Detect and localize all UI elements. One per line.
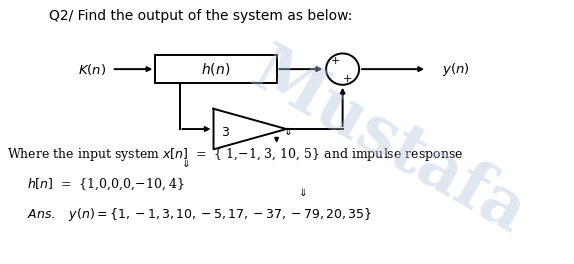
Text: Mustafa: Mustafa — [239, 38, 537, 247]
Bar — [156, 55, 277, 83]
Text: $\it{y(n)}$: $\it{y(n)}$ — [441, 61, 470, 78]
Text: $\it{h(n)}$: $\it{h(n)}$ — [201, 61, 231, 77]
Text: $\Downarrow$: $\Downarrow$ — [179, 158, 190, 169]
Text: $\it{Ans.}$   $y(n) = \{1,-1,3,10,-5,17,-37,-79,20,35\}$: $\it{Ans.}$ $y(n) = \{1,-1,3,10,-5,17,-3… — [27, 206, 372, 223]
Text: $\it{K(n)}$: $\it{K(n)}$ — [78, 62, 106, 77]
Text: +: + — [343, 74, 352, 83]
Text: Q2/ Find the output of the system as below:: Q2/ Find the output of the system as bel… — [49, 9, 352, 23]
Text: +: + — [331, 55, 340, 65]
Text: $\Downarrow$: $\Downarrow$ — [296, 187, 306, 198]
Text: $\Downarrow$: $\Downarrow$ — [281, 126, 292, 137]
Text: 3: 3 — [222, 126, 229, 139]
Circle shape — [326, 53, 359, 85]
Text: Where the input system $x[n]$  =  { 1,−1, 3, 10, 5} and impulse response: Where the input system $x[n]$ = { 1,−1, … — [7, 146, 463, 163]
Text: $h[n]$  =  {1,0,0,0,−10, 4}: $h[n]$ = {1,0,0,0,−10, 4} — [27, 177, 185, 192]
